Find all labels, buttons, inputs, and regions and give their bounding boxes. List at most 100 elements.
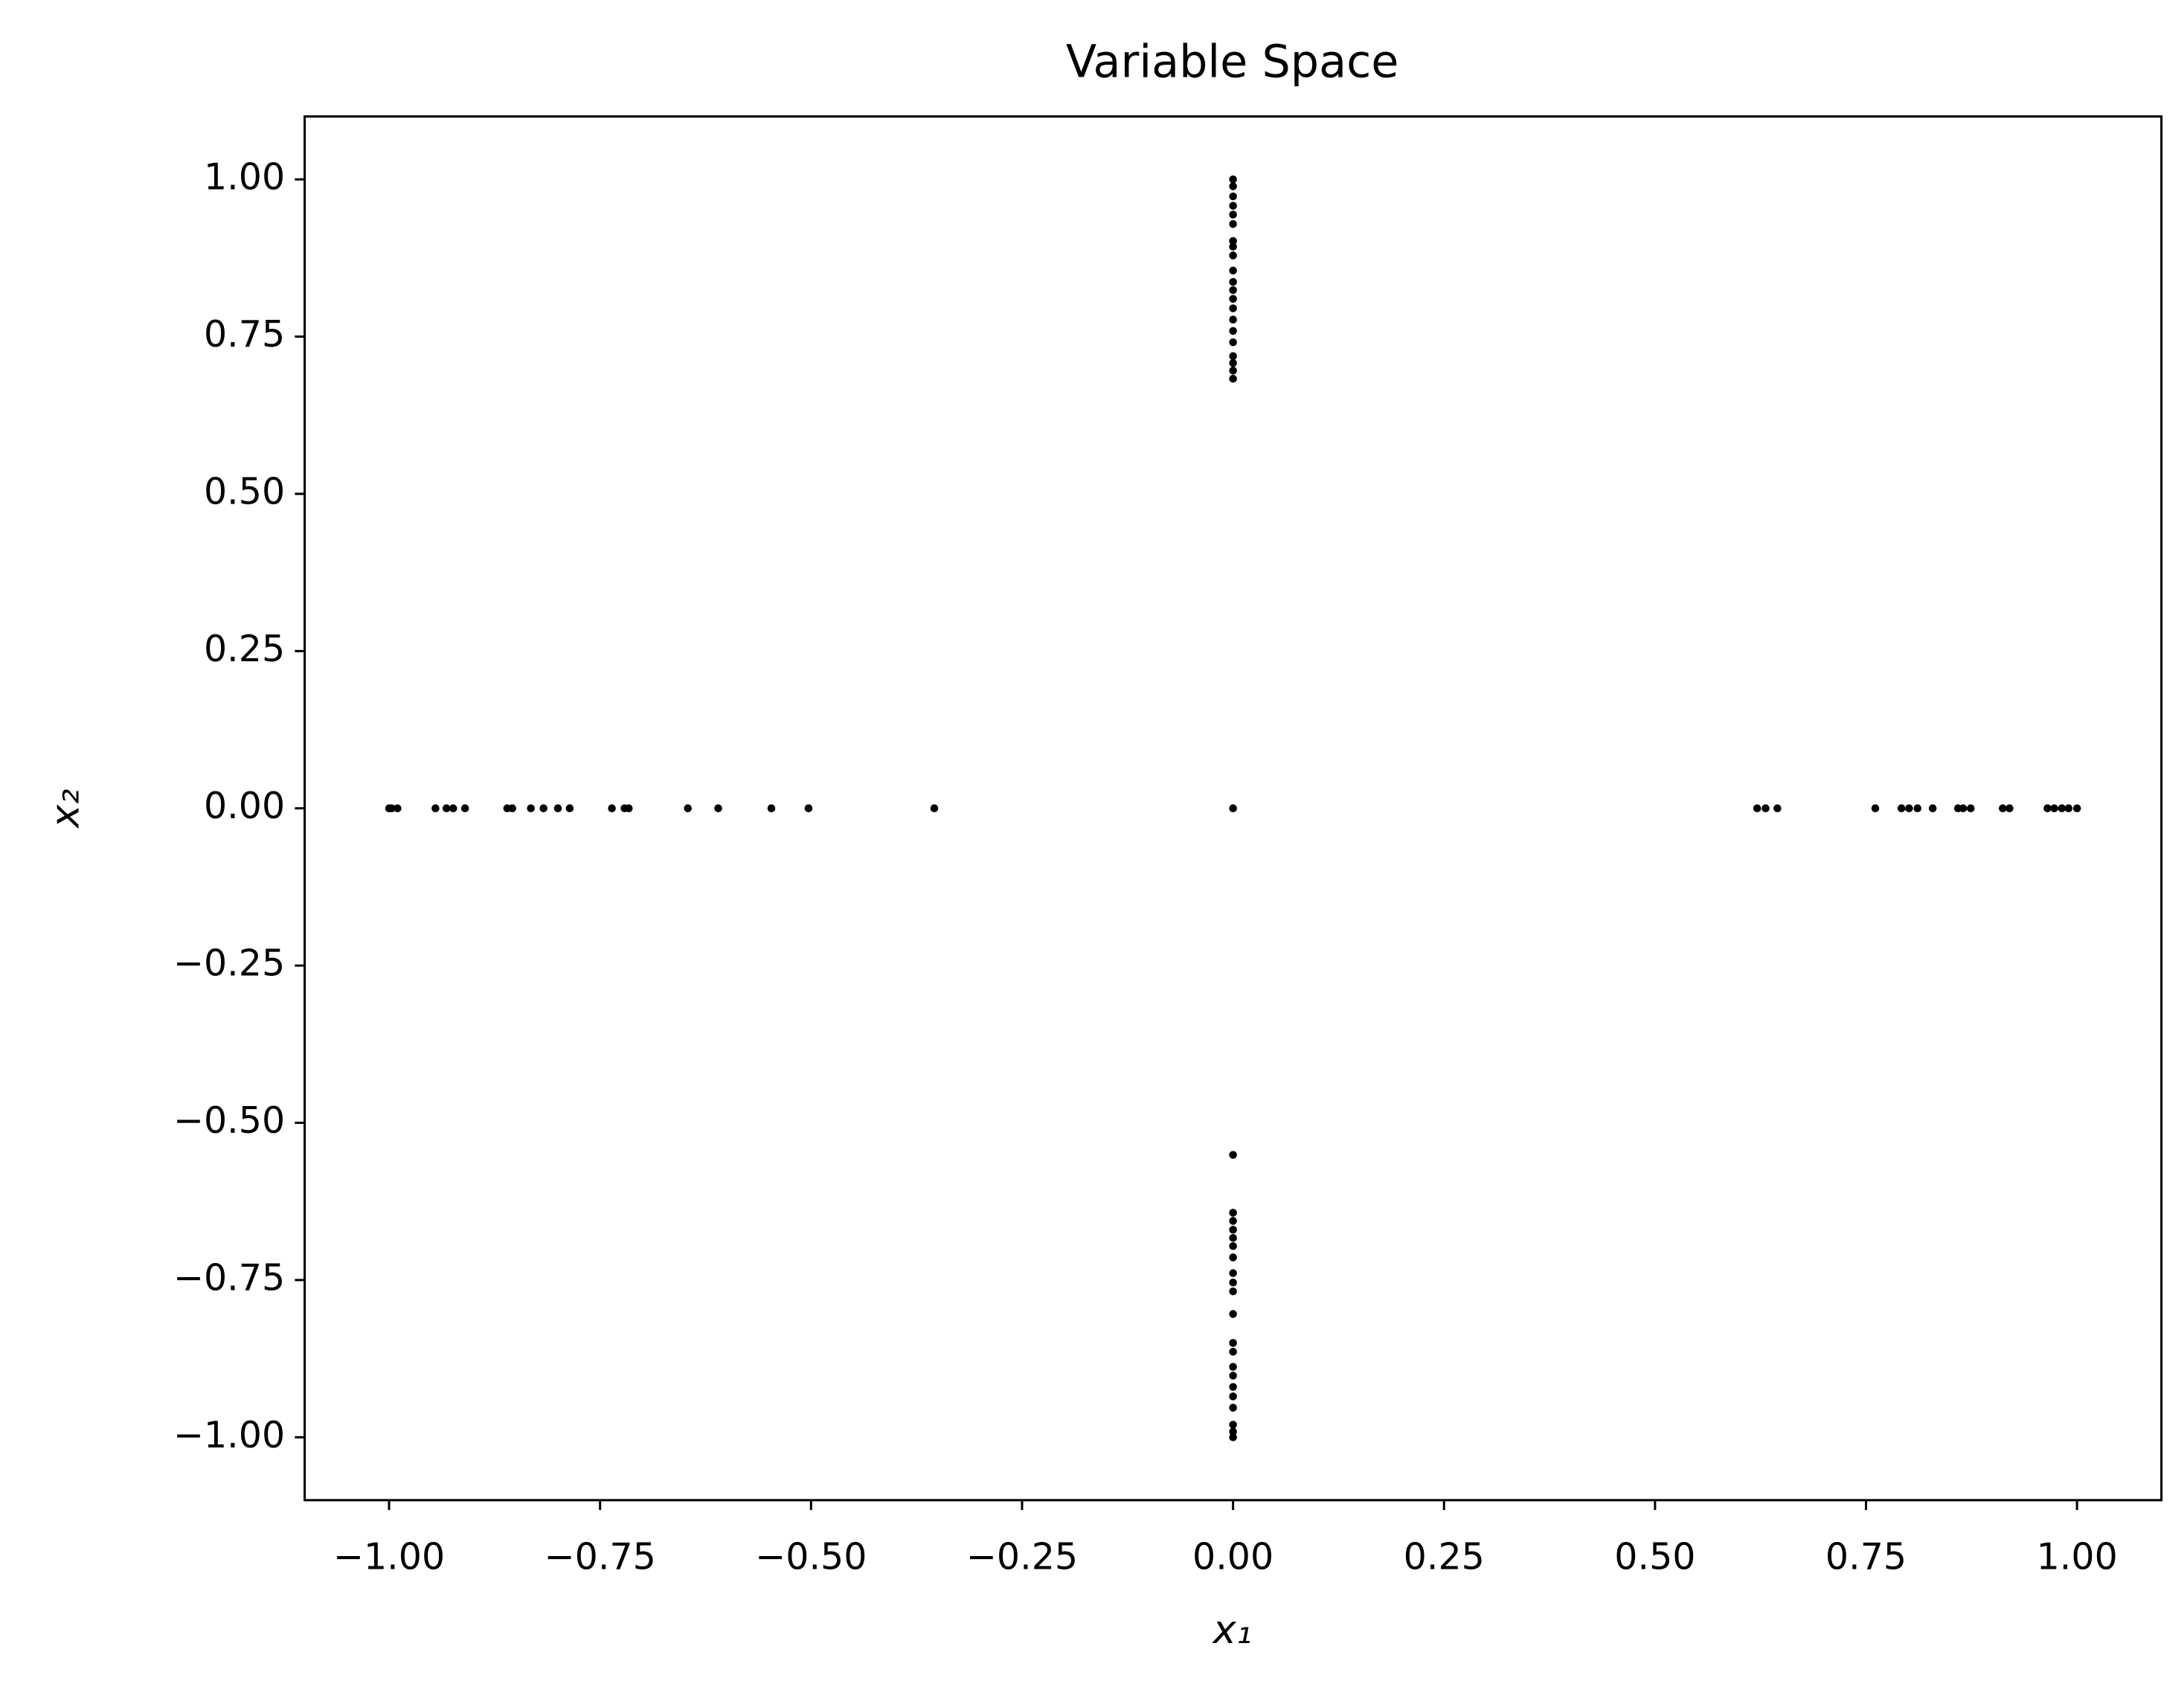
y-tick-label: 0.75 bbox=[204, 312, 285, 356]
point bbox=[1229, 1310, 1237, 1318]
point bbox=[1229, 1151, 1237, 1159]
x-tick-label: 1.00 bbox=[2037, 1535, 2118, 1578]
point bbox=[1229, 295, 1237, 303]
y-tick-label: −0.50 bbox=[173, 1099, 285, 1142]
plot-frame bbox=[303, 115, 2163, 1502]
point bbox=[1229, 266, 1237, 275]
point bbox=[1229, 1363, 1237, 1371]
point bbox=[1229, 359, 1237, 367]
x-tick-label: −0.25 bbox=[966, 1535, 1078, 1578]
point bbox=[1229, 804, 1237, 813]
point bbox=[460, 804, 469, 813]
point bbox=[1229, 277, 1237, 286]
y-tick-label: −1.00 bbox=[173, 1413, 285, 1456]
point bbox=[1229, 1421, 1237, 1429]
point bbox=[2043, 804, 2052, 813]
point bbox=[565, 804, 574, 813]
point bbox=[1229, 1241, 1237, 1250]
point bbox=[1229, 237, 1237, 245]
point bbox=[1229, 242, 1237, 251]
point bbox=[1229, 352, 1237, 361]
point bbox=[684, 804, 692, 813]
point bbox=[442, 804, 451, 813]
x-tick-label: −0.50 bbox=[755, 1535, 867, 1578]
point bbox=[1229, 1392, 1237, 1401]
y-axis-label: x₂ bbox=[42, 789, 88, 829]
point bbox=[1229, 1348, 1237, 1356]
chart-title: Variable Space bbox=[1066, 36, 1399, 88]
point bbox=[527, 804, 535, 813]
point bbox=[1229, 1287, 1237, 1296]
point bbox=[1229, 219, 1237, 228]
point bbox=[1229, 1225, 1237, 1234]
point bbox=[1229, 1269, 1237, 1277]
point bbox=[1229, 251, 1237, 260]
point bbox=[1229, 1217, 1237, 1225]
y-tick-label: 0.50 bbox=[204, 469, 285, 512]
point bbox=[1913, 804, 1922, 813]
y-tick-label: 0.25 bbox=[204, 627, 285, 670]
x-tick-label: 0.00 bbox=[1192, 1535, 1274, 1578]
point bbox=[767, 804, 776, 813]
point bbox=[1229, 1404, 1237, 1412]
point bbox=[1959, 804, 1968, 813]
point bbox=[1753, 804, 1761, 813]
point bbox=[1229, 1372, 1237, 1380]
point bbox=[1229, 1383, 1237, 1391]
point bbox=[2072, 804, 2081, 813]
point bbox=[1871, 804, 1880, 813]
point bbox=[1229, 327, 1237, 335]
x-tick-label: 0.75 bbox=[1825, 1535, 1907, 1578]
point bbox=[1229, 1209, 1237, 1217]
point bbox=[1229, 1339, 1237, 1347]
point bbox=[449, 804, 457, 813]
point bbox=[1905, 804, 1913, 813]
point bbox=[539, 804, 547, 813]
x-tick-label: −1.00 bbox=[333, 1535, 445, 1578]
x-tick-label: −0.75 bbox=[545, 1535, 656, 1578]
point bbox=[1761, 804, 1770, 813]
point bbox=[1229, 286, 1237, 295]
x-axis-label: x₁ bbox=[1211, 1607, 1251, 1653]
point bbox=[1966, 804, 1975, 813]
point bbox=[1229, 210, 1237, 219]
point bbox=[2050, 804, 2058, 813]
point bbox=[930, 804, 939, 813]
point bbox=[1773, 804, 1782, 813]
y-tick-label: 1.00 bbox=[204, 155, 285, 199]
point bbox=[1897, 804, 1906, 813]
point bbox=[388, 804, 396, 813]
y-tick-label: −0.75 bbox=[173, 1256, 285, 1299]
point bbox=[1229, 338, 1237, 347]
point bbox=[431, 804, 440, 813]
point bbox=[1229, 304, 1237, 312]
point bbox=[1229, 1433, 1237, 1442]
point bbox=[2064, 804, 2073, 813]
point bbox=[1229, 175, 1237, 184]
point bbox=[1229, 202, 1237, 210]
y-tick-label: 0.00 bbox=[204, 784, 285, 827]
point bbox=[1229, 366, 1237, 375]
point bbox=[624, 804, 633, 813]
point bbox=[608, 804, 616, 813]
point bbox=[1229, 1427, 1237, 1436]
point bbox=[1229, 1233, 1237, 1242]
point bbox=[508, 804, 516, 813]
point bbox=[394, 804, 402, 813]
point bbox=[1229, 1278, 1237, 1287]
point bbox=[553, 804, 562, 813]
point bbox=[1229, 315, 1237, 324]
x-tick-label: 0.25 bbox=[1404, 1535, 1485, 1578]
point bbox=[1928, 804, 1937, 813]
y-tick-label: −0.25 bbox=[173, 942, 285, 985]
x-tick-label: 0.50 bbox=[1614, 1535, 1695, 1578]
point bbox=[1229, 182, 1237, 190]
point bbox=[2005, 804, 2014, 813]
point bbox=[1229, 374, 1237, 383]
point bbox=[1229, 1253, 1237, 1262]
point bbox=[2058, 804, 2066, 813]
point bbox=[1229, 192, 1237, 201]
point bbox=[804, 804, 813, 813]
